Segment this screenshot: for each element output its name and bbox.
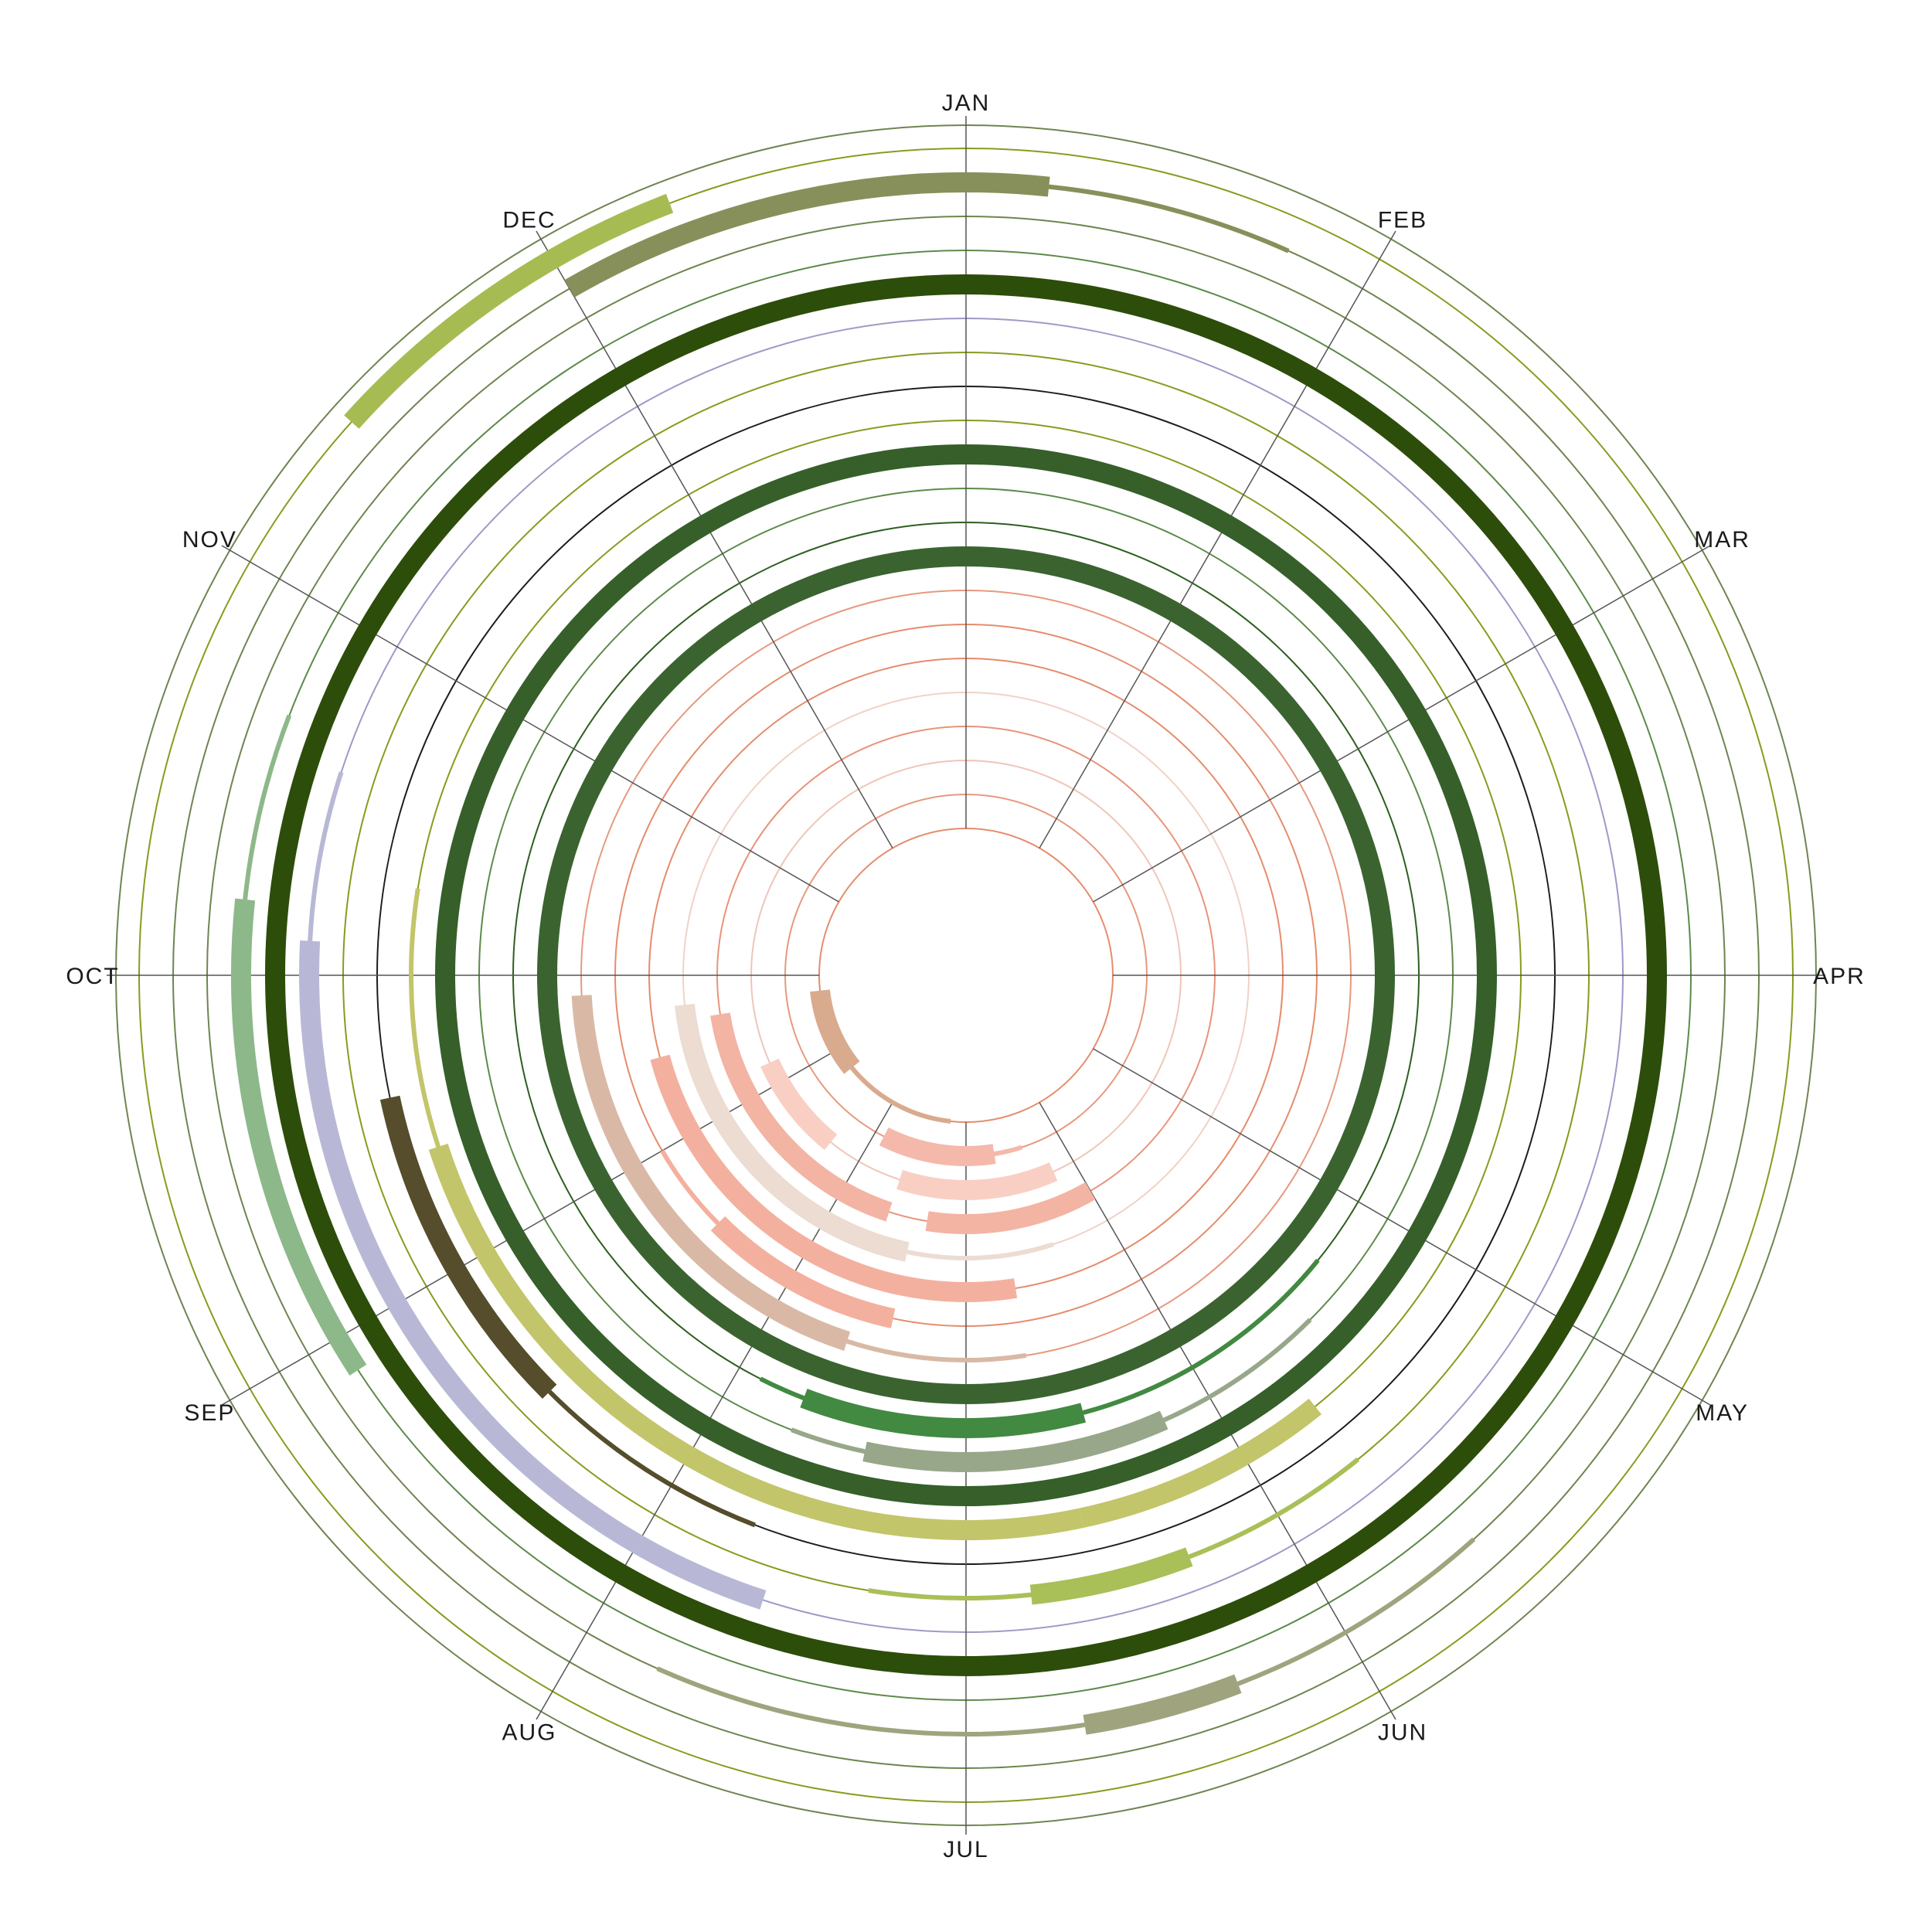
spoke-jun (1039, 1102, 1396, 1720)
month-label-jun: JUN (1378, 1720, 1427, 1746)
month-label-nov: NOV (182, 527, 237, 553)
ring-bar (868, 1588, 1032, 1600)
ring-bar (906, 1242, 1055, 1260)
data-bars (231, 172, 1667, 1737)
ring-bar (656, 1666, 1086, 1737)
ring-bar (650, 1054, 903, 1295)
month-label-oct: OCT (66, 964, 119, 989)
ring-bar (1029, 1547, 1193, 1605)
spoke-dec (536, 230, 893, 849)
ring-bar (810, 989, 860, 1074)
guide-ring (784, 794, 1148, 1157)
ring-bar (994, 1145, 1023, 1157)
ring-bar (1083, 1674, 1242, 1735)
ring-bar (1236, 1537, 1476, 1686)
ring-bar (564, 172, 1050, 298)
ring-bar (800, 1388, 1087, 1438)
ring-bar (470, 1408, 767, 1610)
ring-bar (791, 1427, 866, 1454)
ring-bar (1082, 1258, 1320, 1415)
month-label-jul: JUL (943, 1837, 988, 1862)
ring-bar (265, 274, 1667, 1676)
ring-bar (243, 714, 292, 900)
ring-bar (344, 193, 674, 429)
ring-bar (1048, 184, 1290, 253)
month-label-mar: MAR (1694, 527, 1750, 553)
spoke-may (1093, 1048, 1711, 1406)
month-spokes (107, 116, 1825, 1835)
ring-bar (925, 1182, 1096, 1234)
ring-bar (231, 898, 367, 1376)
month-label-aug: AUG (502, 1720, 556, 1746)
ring-bar (675, 1003, 910, 1262)
spoke-feb (1039, 230, 1396, 849)
month-label-may: MAY (1696, 1400, 1749, 1426)
ring-bar (710, 1216, 896, 1328)
ring-bar (862, 1410, 1168, 1472)
ring-bar (1188, 1458, 1360, 1560)
ring-bar (1163, 1318, 1312, 1423)
ring-bar (660, 1149, 720, 1226)
ring-bar (379, 1095, 557, 1400)
month-label-dec: DEC (502, 207, 556, 233)
ring-bar (435, 444, 1497, 1506)
ring-bar (896, 1162, 1058, 1200)
ring-bar (537, 546, 1395, 1404)
ring-bar (759, 1376, 805, 1400)
month-label-feb: FEB (1378, 207, 1427, 233)
ring-bar (548, 1389, 756, 1528)
month-label-sep: SEP (184, 1400, 235, 1426)
ring-bar (846, 1338, 1027, 1362)
ring-bar (879, 1127, 996, 1166)
ring-bar (1079, 1398, 1322, 1529)
spoke-nov (221, 545, 839, 903)
ring-bar (760, 1058, 838, 1151)
month-label-apr: APR (1813, 964, 1866, 989)
spoke-aug (536, 1102, 893, 1720)
ring-bar (571, 995, 851, 1351)
ring-bar (308, 771, 344, 941)
ring-bar (299, 940, 485, 1422)
ring-bar (443, 813, 473, 948)
ring-bar (710, 1012, 893, 1222)
ring-bar (428, 1143, 1083, 1540)
ring-bar (409, 888, 440, 1148)
spoke-sep (221, 1048, 839, 1406)
month-label-jan: JAN (942, 90, 991, 116)
spoke-mar (1093, 545, 1711, 903)
month-labels: JAN FEB MAR APR MAY JUN JUL AUG SEP OCT NOV DEC (66, 90, 1866, 1862)
